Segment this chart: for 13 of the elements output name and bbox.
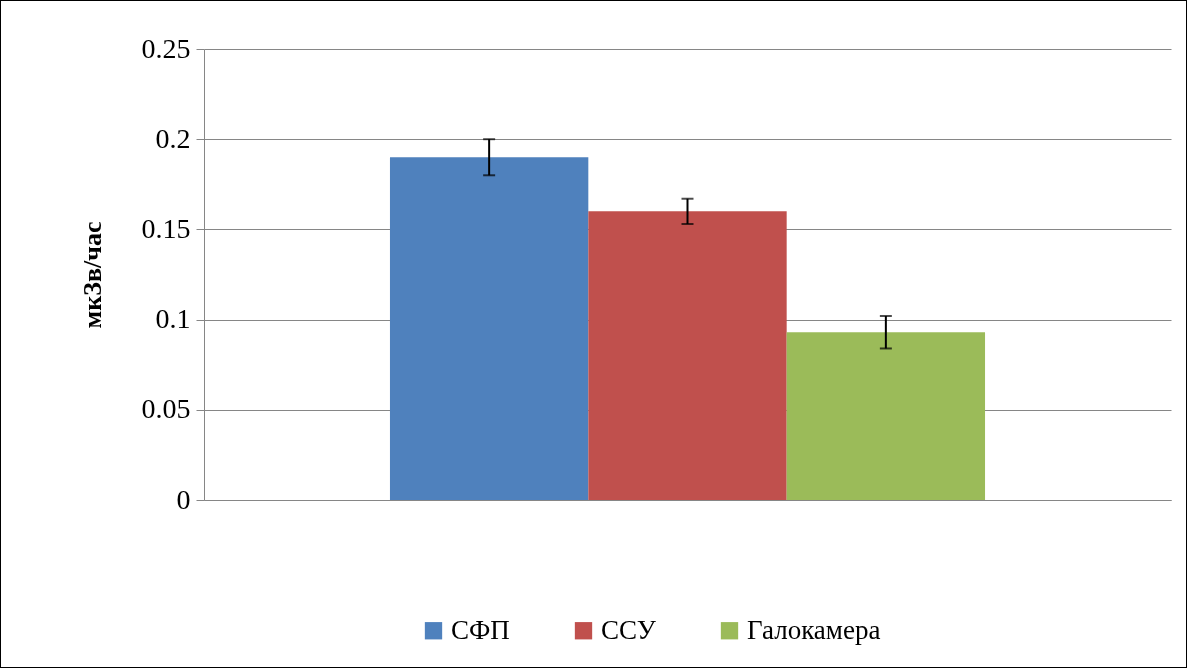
y-tick-label: 0	[176, 483, 191, 515]
y-tick-label: 0.1	[155, 303, 191, 335]
bar	[588, 211, 787, 500]
y-axis-title: мкЗв/час	[77, 221, 107, 329]
y-tick-label: 0.2	[155, 122, 191, 154]
bar	[786, 332, 986, 500]
legend-label: Галокамера	[747, 614, 881, 645]
y-tick-label: 0.15	[141, 212, 191, 244]
y-tick-label: 0.05	[141, 393, 191, 425]
y-tick-label: 0.25	[141, 32, 191, 64]
legend-label: СФП	[451, 614, 510, 645]
bar	[389, 157, 589, 500]
legend-label: ССУ	[601, 614, 657, 645]
